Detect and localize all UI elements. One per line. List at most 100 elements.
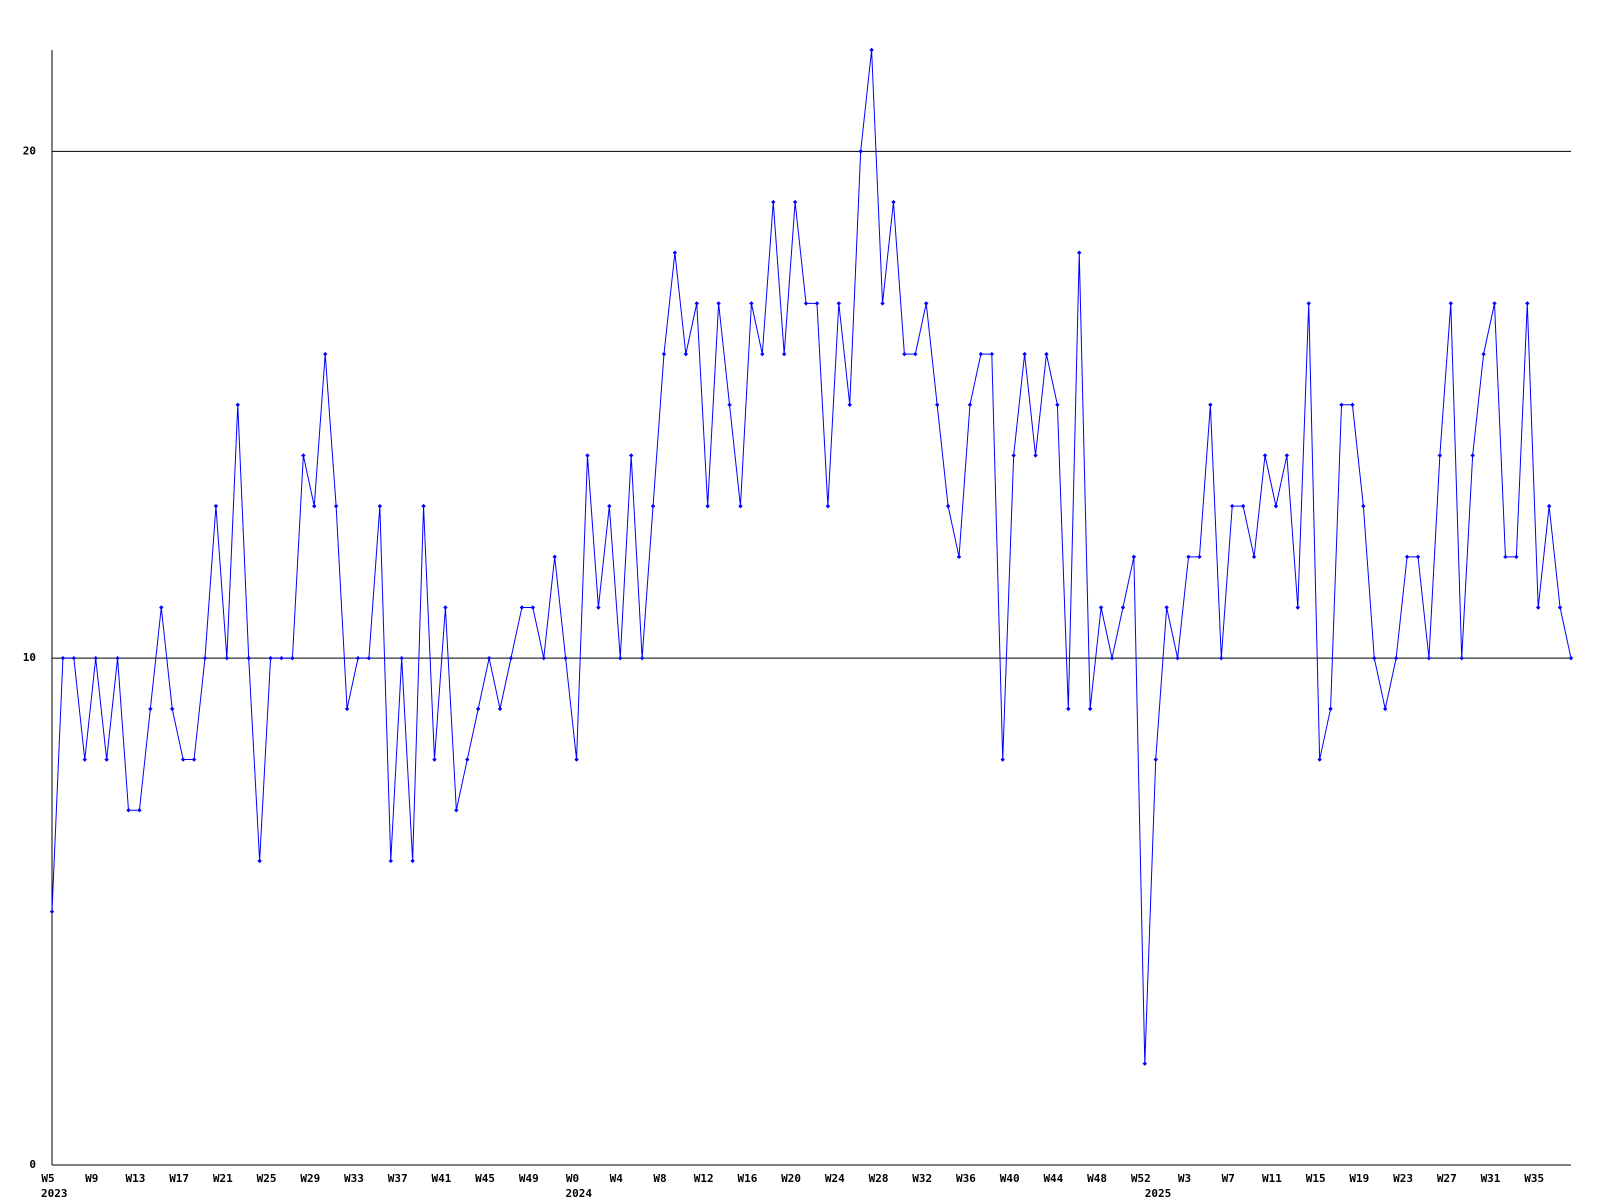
x-tick-label: W44: [1043, 1172, 1063, 1185]
data-point: [618, 655, 623, 661]
data-point: [1240, 503, 1246, 509]
data-point: [1022, 351, 1027, 357]
data-point: [465, 757, 470, 762]
data-point: [1197, 554, 1202, 560]
data-point: [1273, 503, 1279, 509]
data-point: [1077, 250, 1082, 255]
data-point: [246, 655, 251, 661]
data-point: [836, 301, 842, 306]
data-point: [628, 453, 634, 458]
data-point: [781, 351, 787, 357]
data-point: [1262, 453, 1268, 458]
data-point: [224, 655, 230, 661]
y-tick-label: 20: [23, 144, 36, 157]
data-point: [1448, 301, 1453, 306]
data-point: [268, 655, 273, 661]
data-point: [366, 655, 372, 661]
data-point: [945, 503, 951, 509]
data-point: [1350, 402, 1355, 407]
data-point: [607, 503, 612, 509]
data-point: [170, 706, 175, 712]
x-tick-label: W23: [1393, 1172, 1413, 1185]
x-tick-label: W20: [781, 1172, 801, 1185]
data-point: [738, 503, 743, 509]
data-point: [454, 808, 459, 813]
x-tick-label: W16: [737, 1172, 757, 1185]
data-point: [1000, 757, 1005, 762]
x-year-label: 2025: [1145, 1187, 1172, 1200]
data-point: [1087, 706, 1093, 712]
data-point: [1317, 757, 1322, 762]
x-tick-label: W12: [694, 1172, 714, 1185]
x-tick-label: W5: [41, 1172, 54, 1185]
x-tick-label: W25: [257, 1172, 277, 1185]
x-tick-label: W24: [825, 1172, 845, 1185]
x-tick-label: W28: [869, 1172, 889, 1185]
data-point: [858, 149, 863, 154]
data-point: [202, 655, 208, 661]
data-point: [792, 199, 798, 205]
data-point: [257, 858, 262, 864]
data-point: [519, 605, 525, 610]
data-point: [159, 605, 164, 610]
data-point: [847, 402, 852, 407]
data-point: [1503, 554, 1508, 560]
data-point: [1437, 453, 1443, 458]
data-point: [301, 453, 306, 458]
data-point: [1044, 351, 1049, 357]
data-point: [1131, 554, 1137, 560]
x-tick-label: W0: [566, 1172, 579, 1185]
data-point: [333, 503, 339, 509]
data-point: [1514, 554, 1519, 560]
data-point: [1383, 706, 1388, 712]
x-tick-label: W35: [1524, 1172, 1544, 1185]
data-point: [825, 503, 831, 509]
data-point: [1142, 1061, 1148, 1066]
data-point: [1426, 655, 1432, 661]
x-tick-label: W37: [388, 1172, 408, 1185]
data-point: [148, 706, 153, 712]
data-point: [989, 351, 995, 357]
data-point: [1098, 605, 1104, 610]
x-tick-label: W36: [956, 1172, 976, 1185]
x-tick-label: W15: [1306, 1172, 1326, 1185]
data-point: [1372, 655, 1377, 661]
data-point: [377, 503, 383, 509]
data-point: [661, 351, 667, 357]
x-tick-label: W27: [1437, 1172, 1457, 1185]
data-point: [1470, 453, 1475, 458]
x-year-label: 2023: [41, 1187, 68, 1200]
data-point: [1066, 706, 1071, 712]
data-point: [213, 503, 219, 509]
x-tick-label: W8: [653, 1172, 666, 1185]
data-point: [180, 757, 186, 762]
data-point: [388, 858, 393, 864]
data-point: [279, 655, 284, 661]
data-point: [443, 605, 448, 610]
data-point: [956, 554, 962, 560]
data-point: [1393, 655, 1399, 661]
x-tick-label: W40: [1000, 1172, 1020, 1185]
data-point: [1546, 503, 1552, 509]
data-point: [137, 808, 142, 813]
data-point: [71, 655, 77, 661]
y-tick-label: 10: [23, 651, 36, 664]
data-point: [574, 757, 579, 762]
data-point: [694, 301, 699, 306]
data-point: [355, 655, 361, 661]
data-point: [650, 503, 656, 509]
x-tick-label: W49: [519, 1172, 539, 1185]
data-point: [93, 655, 98, 661]
x-tick-label: W3: [1178, 1172, 1191, 1185]
data-point: [410, 858, 415, 864]
data-point: [344, 706, 350, 712]
data-point: [902, 351, 907, 357]
data-point: [1536, 605, 1541, 610]
data-point: [323, 351, 328, 357]
data-point: [967, 402, 973, 407]
x-tick-label: W13: [125, 1172, 145, 1185]
data-point: [1492, 301, 1497, 306]
data-point: [1208, 402, 1213, 407]
data-point: [880, 301, 885, 306]
